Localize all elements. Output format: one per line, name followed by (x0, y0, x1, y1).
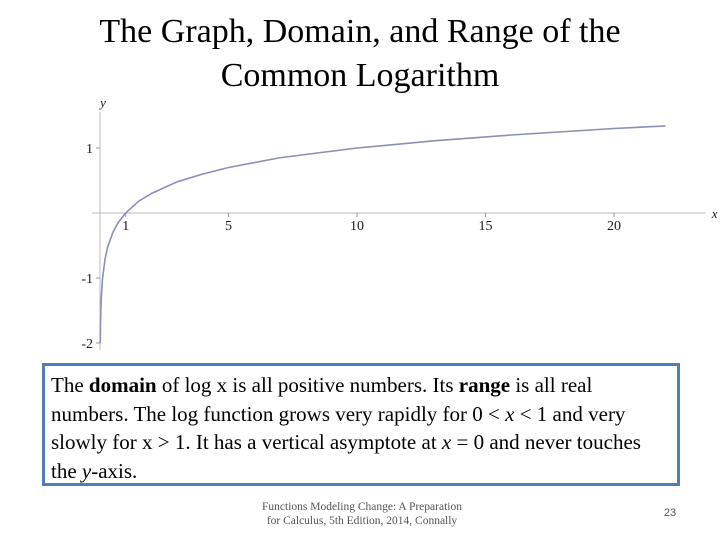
explanation-box: The domain of log x is all positive numb… (42, 363, 680, 486)
text-part: -axis. (91, 458, 138, 483)
y-axis-label: y (98, 95, 106, 110)
footer-line-2: for Calculus, 5th Edition, 2014, Connall… (266, 515, 458, 527)
text-part: is all real numbers. The log function gr… (51, 373, 593, 426)
range-term: range (458, 373, 511, 397)
slide-title: The Graph, Domain, and Range of the Comm… (0, 10, 720, 98)
x-tick-label: 15 (479, 219, 493, 234)
y-tick-label: -2 (81, 337, 93, 352)
y-tick-label: 1 (86, 142, 93, 157)
text-part: The (51, 373, 89, 397)
text-part: = 0 and never touches the (51, 430, 641, 483)
domain-term: domain (88, 373, 157, 397)
title-line-2: Common Logarithm (220, 57, 500, 94)
variable-x: x (441, 430, 452, 455)
variable-x: x (505, 401, 515, 426)
x-tick-label: 10 (350, 219, 364, 234)
footer-citation: Functions Modeling Change: A Preparation… (222, 500, 502, 528)
text-part: of log x is all positive numbers. Its (156, 373, 459, 397)
footer-line-1: Functions Modeling Change: A Preparation (262, 501, 462, 513)
text-part: < 1 and very slowly for x > 1. It has a … (51, 401, 626, 455)
title-line-1: The Graph, Domain, and Range of the (99, 13, 621, 50)
x-tick-label: 20 (607, 219, 621, 234)
x-tick-label: 1 (122, 219, 129, 234)
y-tick-label: -1 (81, 272, 93, 287)
log-curve (99, 125, 666, 344)
variable-y: y (81, 458, 92, 483)
x-axis-label: x (711, 206, 718, 221)
page-number: 23 (663, 507, 677, 519)
x-tick-label: 5 (225, 219, 232, 234)
